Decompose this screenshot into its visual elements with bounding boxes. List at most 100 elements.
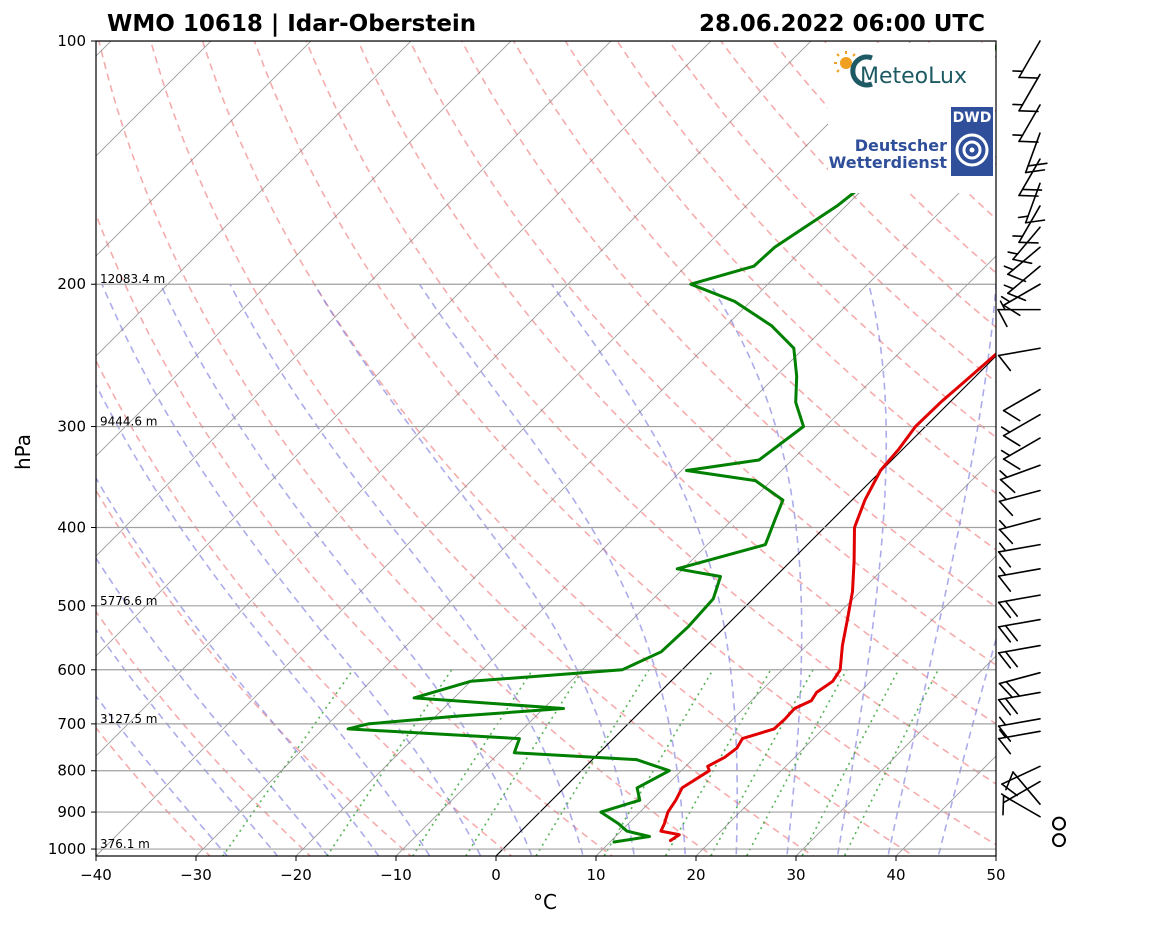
wind-barb — [1000, 413, 1041, 447]
wind-barb-flag — [1024, 169, 1046, 174]
x-tick-label: 10 — [586, 866, 605, 884]
y-tick-label: 1000 — [48, 840, 86, 858]
wind-barb-flag — [997, 737, 1012, 755]
y-tick-label: 900 — [57, 803, 86, 821]
wind-barb-flag — [1007, 273, 1027, 283]
moist-adiabat-line — [418, 283, 687, 856]
y-tick-label: 600 — [57, 661, 86, 679]
wind-barb-flag — [1002, 304, 1021, 317]
x-tick-label: 40 — [886, 866, 905, 884]
wind-barb — [1002, 388, 1041, 422]
isotherm-line — [96, 41, 612, 557]
wind-barbs — [997, 40, 1066, 848]
wind-barb-flag — [998, 528, 1014, 545]
mixing-ratio-line — [464, 669, 584, 856]
dwd-logo-line-1: Deutscher — [855, 136, 947, 155]
wind-barb-flag — [1018, 241, 1039, 244]
y-axis-label: hPa — [11, 434, 35, 470]
wind-barb-half-flag — [1000, 449, 1011, 457]
wind-barb — [1000, 780, 1041, 804]
wind-barb-flag — [997, 551, 1012, 568]
wind-barb — [1000, 283, 1041, 317]
isotherm-line — [96, 41, 812, 757]
x-tick-label: −40 — [80, 866, 112, 884]
wind-barb — [1012, 73, 1041, 113]
x-tick-label: 20 — [686, 866, 705, 884]
dry-adiabat-line — [564, 41, 996, 495]
x-axis-label: °C — [533, 890, 557, 914]
wind-barb-flag — [1004, 600, 1019, 617]
wind-barb-half-flag — [999, 470, 1008, 479]
wind-barb-half-flag — [1000, 793, 1011, 800]
wind-barb — [1000, 437, 1041, 470]
wind-barb-flag — [997, 575, 1012, 592]
wind-barb-flag — [1021, 188, 1043, 191]
wind-barb — [1012, 205, 1041, 244]
dwd-logo-line-2: Wetterdienst — [829, 153, 948, 172]
plot-frame — [95, 40, 997, 857]
dwd-logo-box-text: DWD — [953, 110, 992, 126]
wind-barb — [997, 729, 1041, 755]
wind-barb — [997, 644, 1041, 669]
meteolux-logo-text: MeteoLux — [860, 64, 967, 89]
dry-adiabat-line — [357, 41, 996, 725]
meteolux-swirl-icon — [850, 54, 873, 88]
wind-barb-flag — [1002, 434, 1021, 447]
dry-adiabat-line — [409, 41, 996, 666]
wind-barb-half-flag — [998, 491, 1007, 501]
mixing-ratio-line — [801, 669, 900, 856]
wind-barb-flag — [999, 478, 1016, 494]
wind-barb-half-flag — [1000, 295, 1011, 303]
y-tick-label: 400 — [57, 518, 86, 536]
wind-barb — [1012, 40, 1041, 79]
wind-barb-flag — [1004, 624, 1019, 642]
moist-adiabat-line — [159, 283, 533, 856]
wind-barb-half-flag — [998, 519, 1007, 529]
wind-barb-flag — [998, 682, 1014, 699]
wind-barb-half-flag — [1003, 265, 1014, 271]
wind-barb-half-flag — [998, 566, 1007, 576]
moist-adiabat-line — [96, 628, 279, 856]
wind-barb — [1001, 765, 1041, 797]
wind-barb-half-flag — [1007, 251, 1019, 255]
wind-barb — [998, 489, 1041, 517]
isotherm-line — [96, 41, 912, 856]
wind-barb-flag — [1018, 76, 1039, 79]
moist-adiabat-line — [887, 284, 996, 856]
wind-barb — [997, 566, 1041, 592]
mixing-ratio-line — [709, 669, 814, 856]
wind-barb-calm-mark — [1052, 816, 1066, 831]
isotherm-line — [695, 555, 996, 856]
wind-barb-half-flag — [998, 729, 1007, 739]
dry-adiabat-line — [149, 41, 815, 856]
x-tick-label: −30 — [180, 866, 212, 884]
wind-barb-flag — [997, 652, 1012, 669]
dry-adiabat-line — [668, 41, 996, 384]
wind-barb-flag — [1012, 258, 1033, 265]
mixing-ratio-line — [745, 669, 848, 856]
wind-barb — [997, 542, 1041, 568]
wind-barb-flag — [1005, 680, 1020, 697]
wind-barb-half-flag — [1000, 426, 1011, 433]
height-label: 5776.6 m — [100, 594, 158, 608]
isotherm-line — [595, 455, 996, 856]
wind-barb-flag — [1001, 783, 1018, 797]
dry-adiabat-line — [616, 41, 996, 439]
wind-barb — [997, 716, 1041, 742]
wind-barb-flag — [1004, 650, 1019, 668]
isotherm-line — [96, 41, 512, 457]
wind-barb-flag — [1027, 162, 1048, 167]
logos: MeteoLux DWD Deutscher Wetterdienst — [828, 43, 995, 193]
mixing-ratio-line — [843, 669, 939, 856]
moist-adiabat-line — [229, 283, 584, 856]
moist-adiabat-line — [96, 476, 380, 856]
wind-barb-flag — [997, 626, 1012, 643]
wind-barb-staff — [1001, 765, 1041, 785]
wind-barb-flag — [1018, 194, 1039, 197]
wind-barb-flag — [1007, 292, 1027, 302]
dry-adiabat-line — [98, 41, 715, 856]
moist-adiabat-line — [96, 556, 329, 856]
wind-barb-flag — [1002, 794, 1005, 816]
wind-barb-flag — [997, 601, 1012, 619]
